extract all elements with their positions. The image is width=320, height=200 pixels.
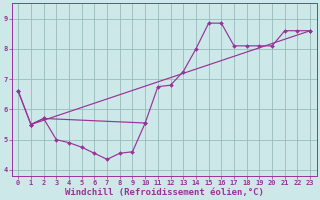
- X-axis label: Windchill (Refroidissement éolien,°C): Windchill (Refroidissement éolien,°C): [65, 188, 264, 197]
